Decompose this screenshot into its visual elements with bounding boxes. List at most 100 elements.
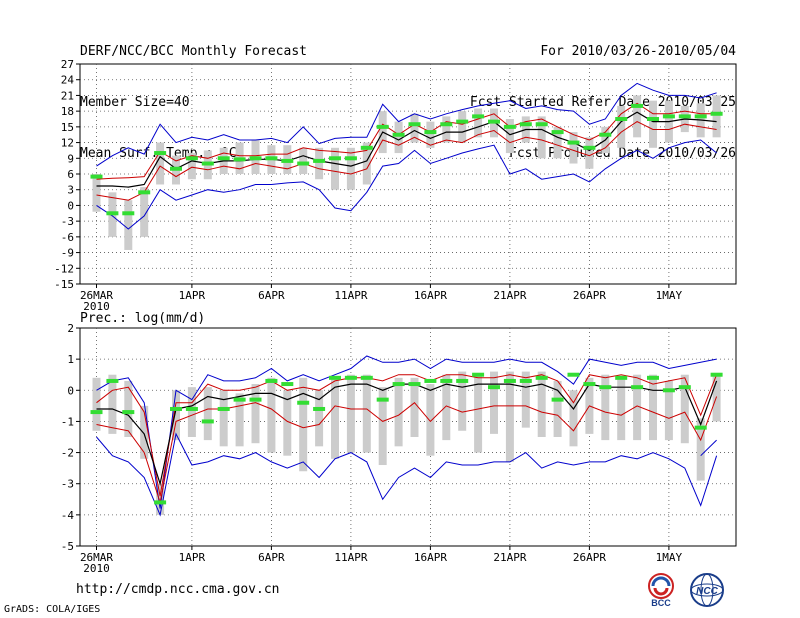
precipitation-observed-marker bbox=[249, 397, 262, 402]
precipitation-spread-box bbox=[156, 483, 165, 515]
precipitation-spread-box bbox=[458, 371, 467, 431]
temperature-spread-box bbox=[426, 121, 435, 148]
temperature-observed-marker bbox=[329, 156, 341, 161]
temperature-observed-marker bbox=[265, 156, 278, 161]
precipitation-ytick-label: -4 bbox=[61, 509, 75, 522]
temperature-xtick-label: 1MAY bbox=[656, 289, 683, 302]
temperature-xtick-year: 2010 bbox=[83, 300, 110, 313]
temperature-spread-box bbox=[585, 137, 594, 169]
precipitation-spread-box bbox=[394, 377, 403, 447]
precipitation-observed-marker bbox=[472, 372, 485, 377]
precipitation-ytick-label: 1 bbox=[67, 353, 74, 366]
precipitation-observed-marker bbox=[408, 382, 421, 387]
temperature-spread-box bbox=[187, 153, 196, 180]
precipitation-spread-box bbox=[490, 371, 498, 434]
bcc-logo-text: BCC bbox=[651, 598, 671, 608]
precipitation-spread-box bbox=[331, 377, 339, 459]
precipitation-spread-box bbox=[521, 371, 530, 428]
precipitation-line-lower bbox=[96, 396, 718, 503]
precipitation-spread-box bbox=[537, 371, 546, 437]
temperature-spread-box bbox=[362, 142, 371, 185]
temperature-ytick-label: 21 bbox=[61, 89, 74, 102]
precipitation-observed-marker bbox=[297, 400, 310, 405]
precipitation-observed-marker bbox=[535, 375, 548, 380]
precipitation-line-mean bbox=[96, 380, 718, 487]
temperature-ytick-label: 12 bbox=[61, 137, 74, 150]
precipitation-plot-frame bbox=[79, 327, 737, 547]
temperature-observed-marker bbox=[90, 174, 103, 179]
temperature-ytick-label: 18 bbox=[61, 105, 74, 118]
temperature-observed-marker bbox=[424, 130, 437, 135]
precipitation-spread-box bbox=[569, 390, 578, 447]
precipitation-spread-box bbox=[378, 387, 387, 466]
temperature-observed-marker bbox=[313, 158, 326, 163]
temperature-observed-marker bbox=[710, 111, 723, 116]
precipitation-spread-box bbox=[124, 380, 133, 437]
temperature-observed-marker bbox=[583, 145, 596, 150]
precipitation-observed-marker bbox=[265, 378, 278, 383]
temperature-spread-box bbox=[92, 174, 101, 212]
precipitation-observed-marker bbox=[647, 375, 659, 380]
precipitation-spread-box bbox=[505, 371, 514, 462]
precipitation-spread-box bbox=[140, 405, 149, 459]
temperature-spread-box bbox=[649, 100, 657, 148]
temperature-observed-marker bbox=[376, 124, 389, 129]
precipitation-spread-box bbox=[172, 390, 180, 441]
precipitation-observed-marker bbox=[170, 406, 182, 411]
precipitation-spread-box bbox=[680, 374, 689, 444]
precipitation-spread-box bbox=[299, 377, 308, 472]
temperature-spread-box bbox=[346, 147, 355, 190]
produced-date: Fcst Produced Date 2010/03/26 bbox=[509, 146, 736, 161]
forecast-period: For 2010/03/26-2010/05/04 bbox=[540, 44, 736, 59]
precipitation-observed-marker bbox=[662, 388, 675, 393]
precipitation-spread-box bbox=[712, 374, 721, 422]
precipitation-spread-box bbox=[92, 377, 101, 431]
temperature-line-mean bbox=[96, 111, 717, 188]
temperature-line-max bbox=[96, 82, 717, 167]
precipitation-line-min bbox=[96, 432, 718, 517]
precipitation-ytick-label: -5 bbox=[61, 540, 74, 553]
temperature-spread-box bbox=[156, 142, 165, 185]
temperature-spread-box bbox=[331, 147, 339, 190]
chart-title: DERF/NCC/BCC Monthly Forecast bbox=[80, 44, 307, 59]
temperature-spread-box bbox=[617, 105, 626, 148]
temperature-observed-marker bbox=[138, 190, 151, 195]
precipitation-xtick-label: 16APR bbox=[414, 551, 447, 564]
precipitation-observed-marker bbox=[329, 375, 341, 380]
ncc-logo: NCC bbox=[690, 573, 724, 607]
temperature-observed-marker bbox=[249, 156, 262, 161]
temperature-observed-marker bbox=[106, 211, 119, 216]
temperature-observed-marker bbox=[472, 114, 485, 119]
temperature-spread-box bbox=[458, 111, 467, 143]
temperature-spread-box bbox=[315, 147, 324, 180]
precipitation-spread-box bbox=[633, 374, 642, 441]
temperature-ytick-label: 3 bbox=[67, 184, 74, 197]
precipitation-spread-box bbox=[410, 377, 419, 437]
ncc-logo-text: NCC bbox=[696, 586, 718, 597]
precipitation-spread-box bbox=[664, 380, 673, 441]
precipitation-ytick-label: -2 bbox=[61, 447, 74, 460]
temperature-spread-box bbox=[569, 132, 578, 164]
temperature-observed-marker bbox=[185, 156, 198, 161]
temperature-ytick-label: -6 bbox=[61, 231, 74, 244]
precipitation-xtick-year: 2010 bbox=[83, 562, 110, 575]
temperature-observed-marker bbox=[488, 119, 500, 124]
bcc-logo: BCC bbox=[648, 573, 674, 608]
precipitation-observed-marker bbox=[488, 385, 500, 390]
precipitation-xtick-label: 21APR bbox=[493, 551, 526, 564]
precipitation-observed-marker bbox=[424, 378, 437, 383]
precipitation-observed-marker bbox=[519, 378, 532, 383]
temperature-observed-marker bbox=[631, 103, 644, 108]
temperature-observed-marker bbox=[344, 156, 357, 161]
precipitation-xtick-label: 1MAY bbox=[656, 551, 683, 564]
temperature-observed-marker bbox=[599, 132, 612, 137]
temperature-observed-marker bbox=[456, 119, 469, 124]
precipitation-observed-marker bbox=[615, 375, 628, 380]
temperature-ytick-label: 6 bbox=[67, 168, 74, 181]
source-url[interactable]: http://cmdp.ncc.cma.gov.cn bbox=[76, 582, 280, 597]
temperature-observed-marker bbox=[567, 140, 580, 145]
temperature-xtick-label: 21APR bbox=[493, 289, 526, 302]
temperature-observed-marker bbox=[170, 166, 182, 171]
precipitation-line-max bbox=[96, 355, 717, 509]
